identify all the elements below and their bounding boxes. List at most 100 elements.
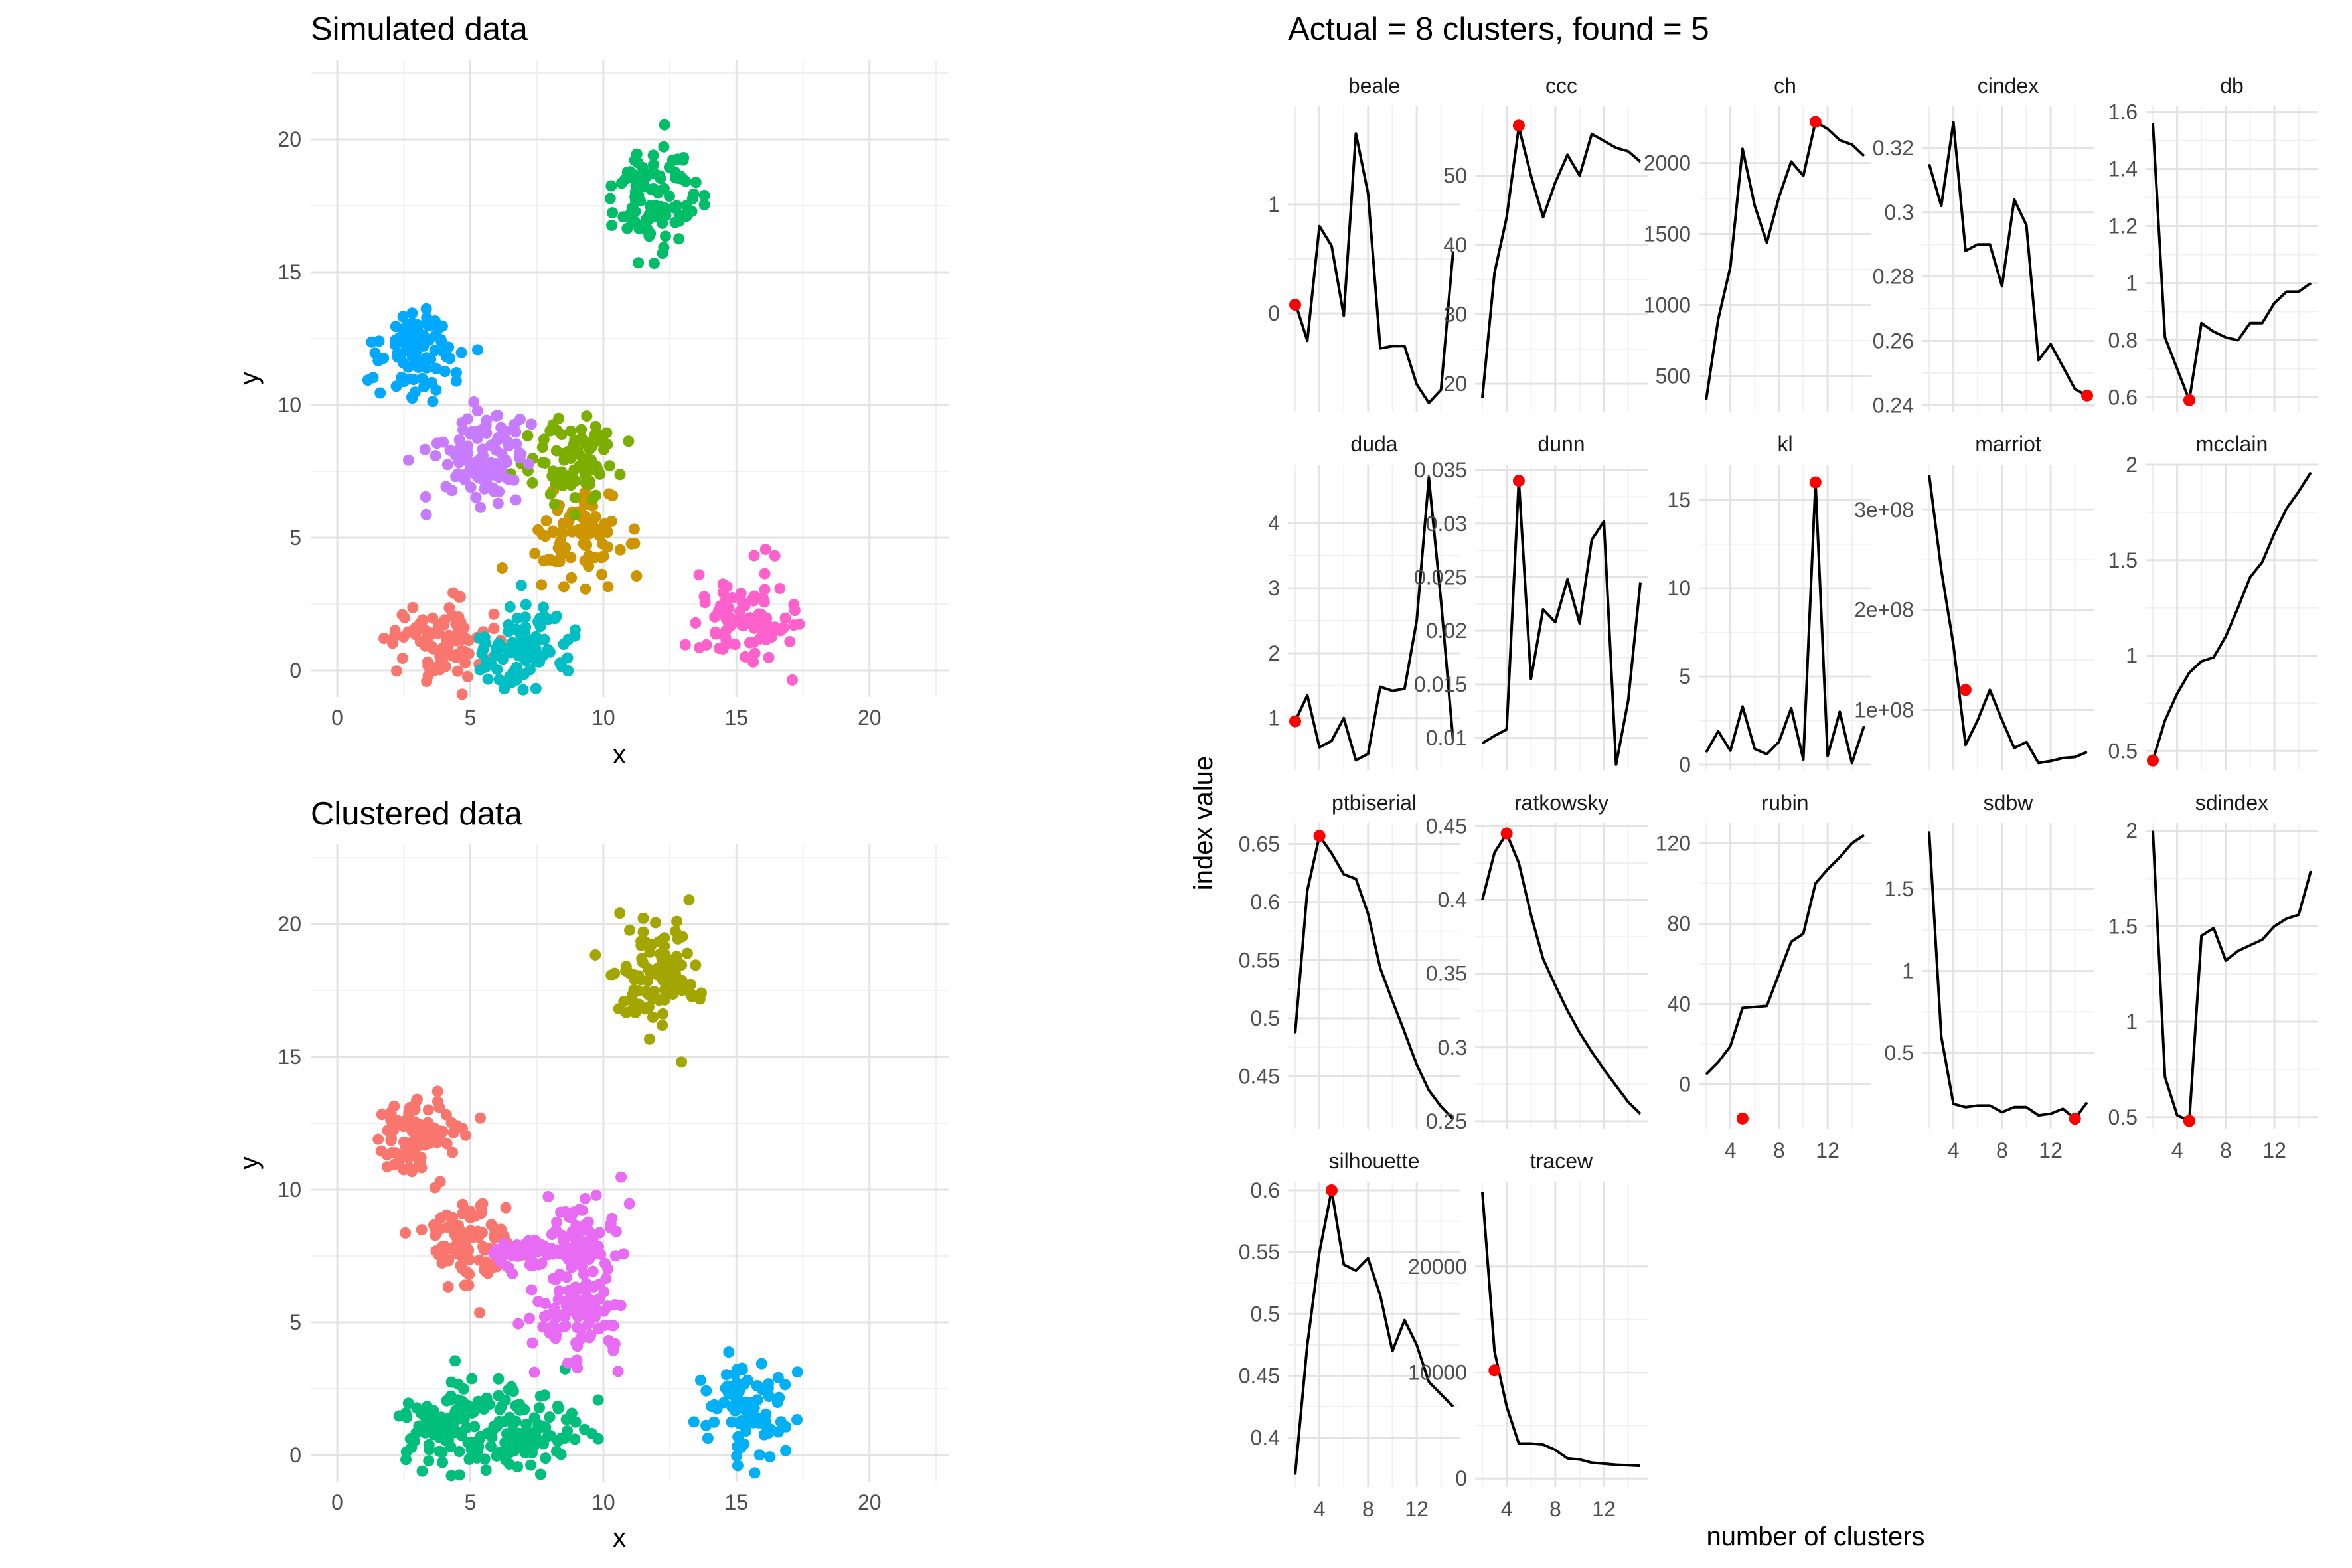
scatter-point: [698, 190, 710, 202]
facet-rubin: 0 40 80 120 rubin 4 8 12: [1656, 791, 1871, 1162]
scatter-point: [439, 366, 451, 378]
facet-strip-label: marriot: [1975, 432, 2041, 456]
scatter-point: [617, 1248, 629, 1260]
y-tick-label: 40: [1667, 992, 1691, 1016]
scatter-point: [519, 611, 531, 623]
simulated-data-plot: 0 5 10 15 20 0 5 10 15 20 x y: [234, 60, 949, 769]
y-tick-label: 0.45: [1239, 1064, 1280, 1088]
scatter-point: [695, 987, 707, 999]
y-tick-label: 2e+08: [1854, 598, 1914, 622]
optimal-point: [1488, 1364, 1501, 1377]
scatter-point: [427, 396, 439, 408]
scatter-point: [698, 591, 710, 603]
y-tick-label: 0.5: [1251, 1302, 1280, 1326]
scatter-title-simulated: Simulated data: [311, 11, 528, 47]
y-tick-label: 0.26: [1873, 329, 1914, 353]
scatter-point: [430, 362, 442, 374]
scatter-point: [738, 1438, 750, 1450]
scatter-point: [489, 1223, 501, 1235]
scatter-point: [436, 1421, 448, 1433]
index-line: [1928, 474, 2088, 765]
scatter-point: [393, 1410, 405, 1422]
scatter-point: [450, 471, 462, 483]
scatter-point: [467, 1406, 479, 1418]
scatter-point: [442, 1434, 454, 1446]
scatter-point: [572, 1362, 584, 1373]
scatter-point: [472, 1395, 484, 1407]
scatter-point: [512, 1318, 524, 1330]
y-tick-label: 0.45: [1426, 814, 1467, 838]
scatter-point: [533, 1402, 545, 1414]
scatter-point: [758, 596, 770, 608]
scatter-point: [688, 188, 700, 200]
y-tick-label: 0.4: [1251, 1426, 1280, 1450]
scatter-point: [654, 170, 666, 182]
scatter-point: [552, 1294, 564, 1306]
scatter-point: [479, 661, 491, 673]
scatter-point: [460, 1422, 472, 1434]
scatter-point: [534, 613, 546, 625]
scatter-point: [526, 1427, 538, 1439]
scatter-point: [510, 674, 522, 686]
y-tick-label: 0.01: [1426, 726, 1467, 750]
scatter-point: [759, 543, 771, 555]
scatter-point: [502, 1447, 514, 1458]
scatter-point: [690, 959, 702, 971]
scatter-point: [579, 1192, 591, 1204]
optimal-point: [2183, 1115, 2195, 1127]
scatter-point: [501, 435, 513, 447]
scatter-point: [743, 1410, 755, 1422]
scatter-point: [576, 1254, 588, 1266]
y-tick-label: 0.025: [1414, 565, 1467, 589]
scatter-point: [658, 242, 670, 254]
scatter-point: [588, 520, 599, 532]
scatter-point: [427, 1133, 439, 1144]
scatter-point: [525, 418, 537, 430]
scatter-point: [526, 1337, 538, 1349]
scatter-point: [461, 670, 473, 682]
scatter-point: [558, 581, 570, 593]
scatter-point: [771, 1396, 783, 1408]
scatter-point: [420, 303, 432, 315]
optimal-point: [1512, 119, 1525, 132]
scatter-point: [694, 1374, 706, 1386]
y-tick-label: 0.015: [1414, 672, 1467, 696]
scatter-point: [647, 183, 659, 195]
scatter-point: [769, 621, 781, 633]
y-tick-label: 1000: [1644, 293, 1691, 317]
scatter-point: [376, 1109, 388, 1121]
scatter-point: [493, 1373, 505, 1385]
scatter-point: [729, 639, 741, 651]
scatter-point: [419, 637, 431, 649]
scatter-point: [759, 584, 771, 595]
scatter-point: [511, 1239, 523, 1251]
scatter-point: [416, 1224, 428, 1236]
scatter-point: [751, 1394, 763, 1406]
x-tick-label: 0: [331, 706, 343, 730]
scatter-point: [655, 971, 666, 983]
y-axis-label: y: [234, 1156, 264, 1170]
scatter-point: [560, 1271, 572, 1283]
scatter-point: [568, 437, 580, 449]
scatter-point: [731, 1450, 743, 1462]
scatter-point: [720, 1369, 732, 1381]
clustered-data-plot: 0 5 10 15 20 0 5 10 15 20 x y: [234, 844, 949, 1553]
scatter-point: [536, 441, 548, 453]
scatter-point: [419, 443, 431, 455]
scatter-point: [570, 1337, 582, 1349]
scatter-point: [562, 1301, 574, 1313]
facet-strip-label: silhouette: [1329, 1149, 1420, 1173]
scatter-point: [495, 422, 507, 433]
optimal-point: [1809, 476, 1822, 489]
scatter-point: [466, 1373, 478, 1385]
scatter-point: [642, 975, 654, 986]
scatter-point: [636, 953, 648, 965]
y-tick-label: 10: [277, 393, 301, 417]
scatter-point: [485, 457, 497, 469]
scatter-point: [606, 1212, 618, 1224]
y-tick-label: 15: [277, 1045, 301, 1069]
scatter-point: [779, 612, 791, 624]
scatter-point: [532, 1419, 544, 1431]
scatter-point: [499, 1394, 511, 1406]
scatter-point: [551, 1216, 563, 1228]
